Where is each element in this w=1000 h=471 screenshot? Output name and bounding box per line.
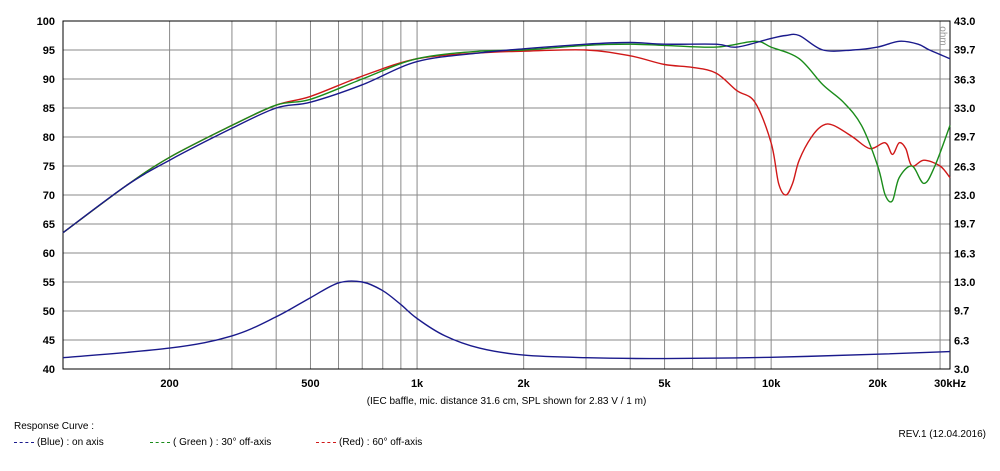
y-tick-label-left: 40 [43,364,55,376]
legend-title: Response Curve : [14,421,95,432]
plot-frame [62,20,951,370]
series-line-blue [62,33,951,234]
y-tick-label-right: 36.3 [954,74,975,86]
series-line-green [62,40,951,234]
y-tick-label-right: 43.0 [954,16,975,28]
legend-item-red: (Red) : 60° off-axis [316,437,422,448]
x-tick-label: 2k [518,378,531,390]
y-tick-label-left: 90 [43,74,55,86]
y-tick-label-right: 33.0 [954,103,975,115]
x-tick-label: 500 [301,378,319,390]
y-tick-label-right: 29.7 [954,132,975,144]
x-tick-label: 10k [762,378,781,390]
y-tick-label-right: 9.7 [954,306,969,318]
y-tick-label-right: 6.3 [954,335,969,347]
y-tick-label-left: 95 [43,45,55,57]
y-tick-label-right: 26.3 [954,161,975,173]
y-tick-label-left: 60 [43,248,55,260]
y-tick-label-left: 85 [43,103,55,115]
y-tick-label-right: 19.7 [954,219,975,231]
y-tick-label-left: 80 [43,132,55,144]
y-tick-label-right: 13.0 [954,277,975,289]
y-tick-label-left: 70 [43,190,55,202]
revision-label: REV.1 (12.04.2016) [898,429,986,440]
y-tick-label-right: 23.0 [954,190,975,202]
y-tick-label-left: 50 [43,306,55,318]
y-tick-label-left: 65 [43,219,55,231]
legend-swatch-blue [14,442,34,443]
x-tick-label: 30kHz [934,378,966,390]
x-tick-label: 5k [658,378,671,390]
y-tick-label-left: 75 [43,161,55,173]
y-tick-label-right: 16.3 [954,248,975,260]
y-tick-label-left: 45 [43,335,55,347]
legend-swatch-red [316,442,336,443]
x-tick-label: 200 [160,378,178,390]
series-line-red [62,49,951,234]
x-tick-label: 20k [869,378,888,390]
series-line-impedance [62,280,951,360]
y-tick-label-right: 3.0 [954,364,969,376]
x-tick-label: 1k [411,378,424,390]
legend-item-blue: (Blue) : on axis [14,437,104,448]
right-axis-unit: ohm [937,26,948,45]
y-tick-label-right: 39.7 [954,45,975,57]
legend-label-red: (Red) : 60° off-axis [339,437,423,448]
y-tick-label-left: 100 [37,16,55,28]
legend-swatch-green [150,442,170,443]
y-tick-label-left: 55 [43,277,55,289]
legend-label-green: ( Green ) : 30° off-axis [173,437,272,448]
chart-caption: (IEC baffle, mic. distance 31.6 cm, SPL … [367,396,647,407]
legend-label-blue: (Blue) : on axis [37,437,104,448]
legend-item-green: ( Green ) : 30° off-axis [150,437,271,448]
